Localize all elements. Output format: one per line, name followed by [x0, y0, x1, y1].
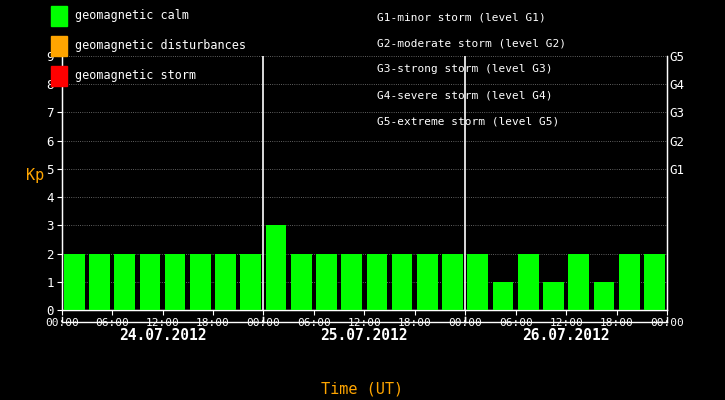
Bar: [367, 254, 387, 310]
Bar: [316, 254, 337, 310]
Text: 24.07.2012: 24.07.2012: [119, 328, 207, 343]
Bar: [644, 254, 665, 310]
Text: G4-severe storm (level G4): G4-severe storm (level G4): [377, 90, 552, 100]
Bar: [115, 254, 135, 310]
Bar: [64, 254, 85, 310]
Bar: [468, 254, 488, 310]
Bar: [140, 254, 160, 310]
Bar: [518, 254, 539, 310]
Text: geomagnetic storm: geomagnetic storm: [75, 70, 196, 82]
Text: G5-extreme storm (level G5): G5-extreme storm (level G5): [377, 116, 559, 126]
Bar: [493, 282, 513, 310]
Text: geomagnetic disturbances: geomagnetic disturbances: [75, 40, 246, 52]
Text: Time (UT): Time (UT): [321, 381, 404, 396]
Bar: [241, 254, 261, 310]
Bar: [417, 254, 438, 310]
Text: G3-strong storm (level G3): G3-strong storm (level G3): [377, 64, 552, 74]
Text: G1-minor storm (level G1): G1-minor storm (level G1): [377, 12, 546, 22]
Text: G2-moderate storm (level G2): G2-moderate storm (level G2): [377, 38, 566, 48]
Bar: [619, 254, 639, 310]
Bar: [341, 254, 362, 310]
Y-axis label: Kp: Kp: [26, 168, 44, 183]
Bar: [89, 254, 109, 310]
Bar: [291, 254, 312, 310]
Bar: [215, 254, 236, 310]
Text: geomagnetic calm: geomagnetic calm: [75, 10, 189, 22]
Bar: [265, 225, 286, 310]
Bar: [442, 254, 463, 310]
Bar: [594, 282, 614, 310]
Bar: [543, 282, 564, 310]
Bar: [568, 254, 589, 310]
Bar: [190, 254, 211, 310]
Text: 25.07.2012: 25.07.2012: [320, 328, 408, 343]
Text: 26.07.2012: 26.07.2012: [522, 328, 610, 343]
Bar: [392, 254, 413, 310]
Bar: [165, 254, 186, 310]
